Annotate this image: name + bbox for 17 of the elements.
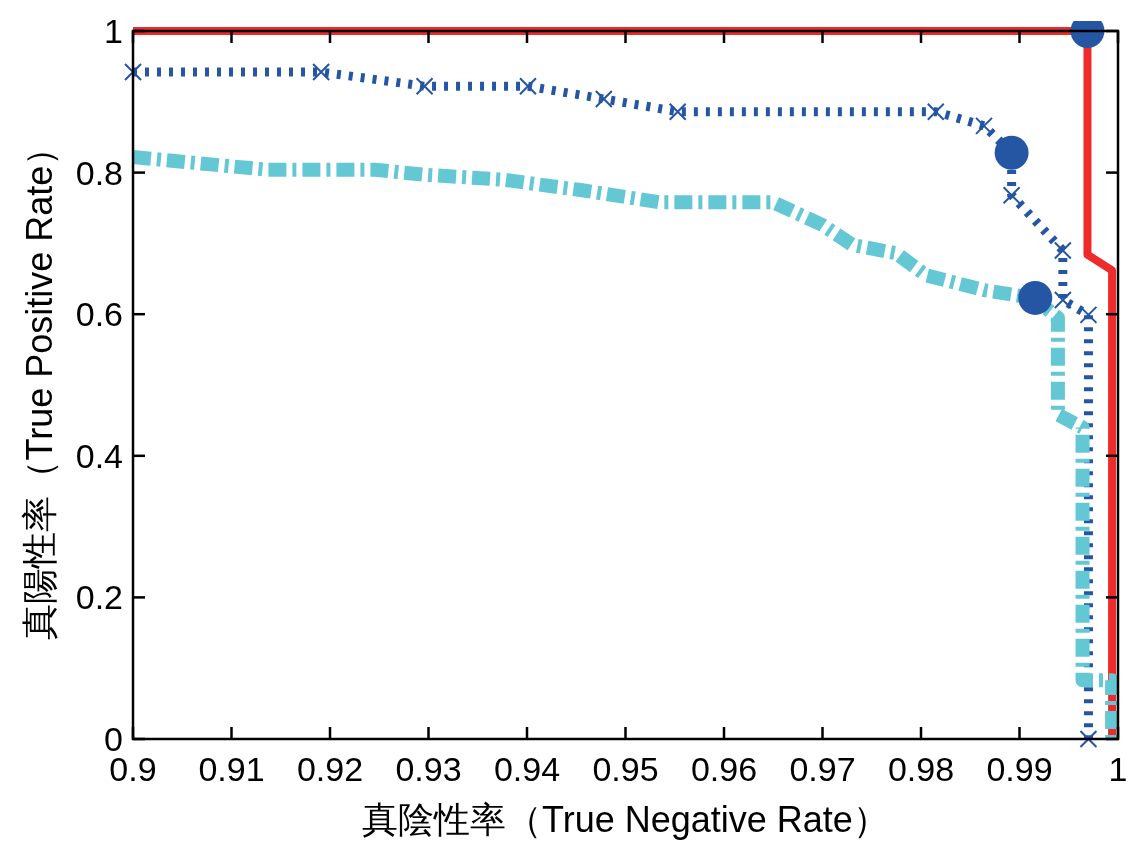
y-tick-label: 0.6	[75, 295, 123, 334]
x-tick-label: 0.98	[887, 750, 955, 788]
x-tick-label: 0.93	[395, 750, 462, 788]
x-axis-title: 真陰性率（True Negative Rate）	[362, 799, 889, 840]
x-tick-label: 0.99	[986, 750, 1053, 788]
x-tick-label: 0.96	[690, 750, 758, 788]
y-tick-label: 1	[104, 12, 123, 50]
y-tick-label: 0.8	[75, 153, 123, 192]
x-tick-label: 0.95	[592, 750, 659, 788]
x-tick-label: 1	[1108, 750, 1128, 788]
x-tick-label: 0.97	[789, 750, 856, 788]
y-tick-label: 0.2	[75, 578, 123, 617]
y-tick-label: 0.4	[75, 436, 123, 475]
x-tick-label: 0.92	[296, 750, 364, 788]
x-tick-label: 0.91	[198, 750, 265, 788]
y-axis-title: 真陽性率（True Positive Rate）	[19, 129, 60, 641]
x-tick-label: 0.94	[493, 750, 561, 788]
